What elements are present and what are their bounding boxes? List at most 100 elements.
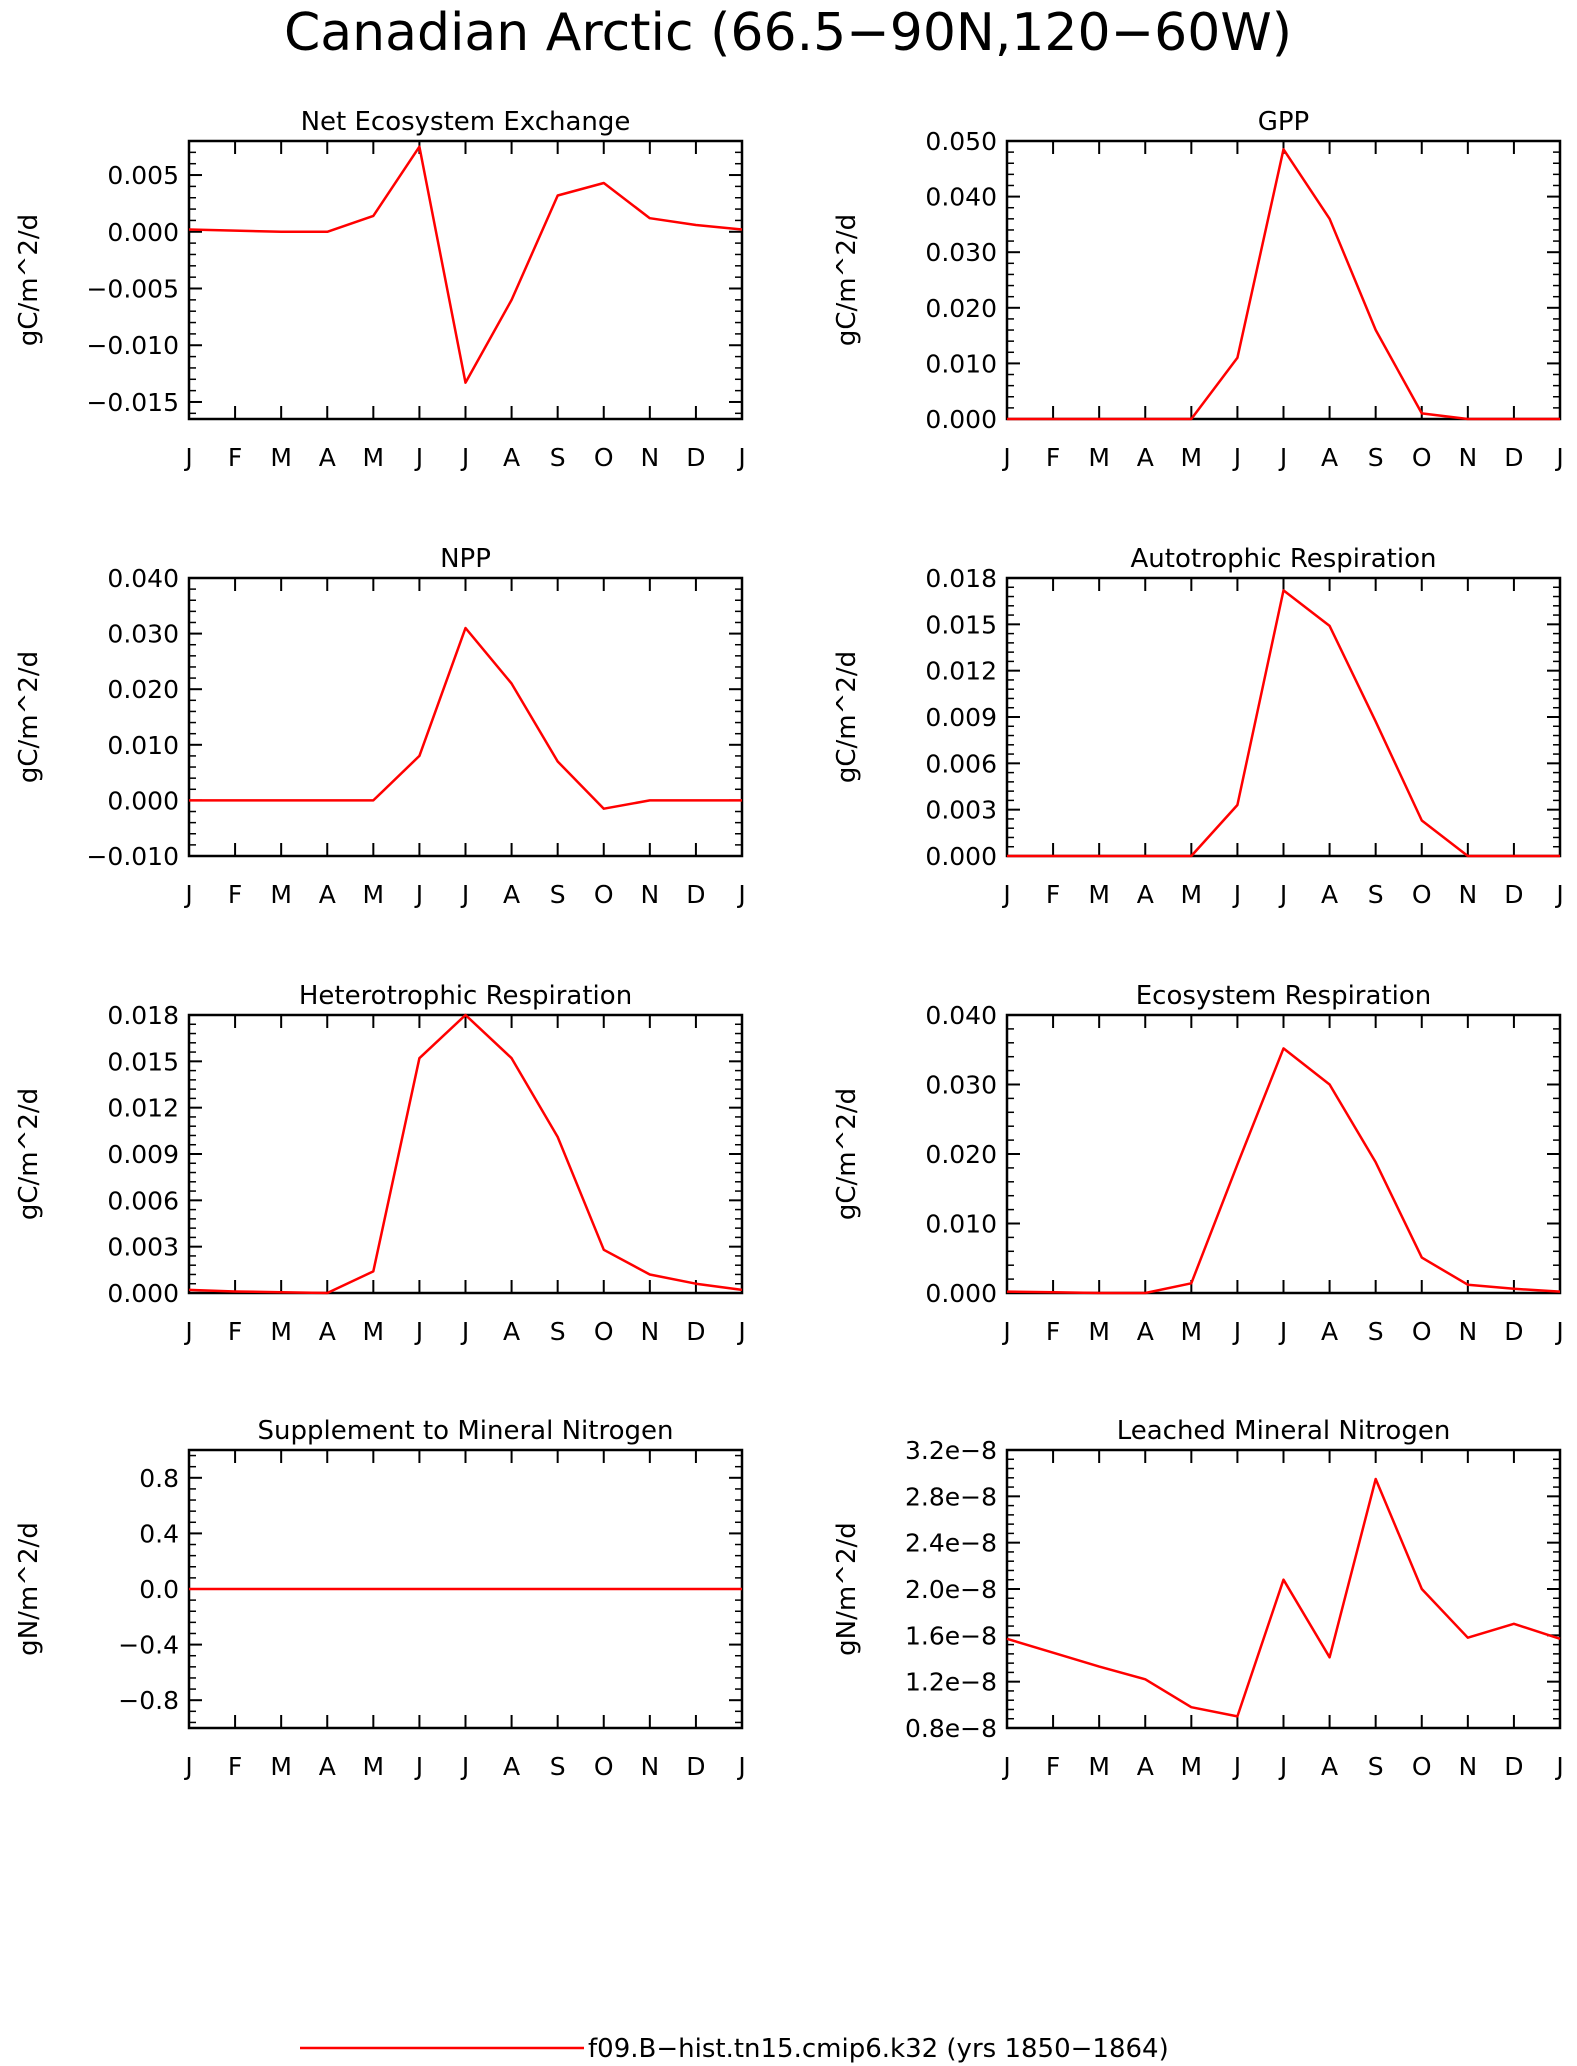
x-tick-label: J <box>414 443 423 472</box>
y-tick-label: 0.010 <box>925 1210 997 1239</box>
x-tick-label: A <box>1137 1317 1154 1346</box>
plot-frame <box>1005 1448 1562 1730</box>
series-line <box>1006 1477 1561 1718</box>
x-tick-label: D <box>1504 443 1523 472</box>
x-tick-label: A <box>1321 880 1338 909</box>
y-tick-label: 0.018 <box>925 564 997 593</box>
x-tick-label: A <box>1137 443 1154 472</box>
y-axis-label: gN/m^2/d <box>832 1522 862 1656</box>
y-axis-label: gC/m^2/d <box>832 214 862 346</box>
y-tick-label: 0.000 <box>925 842 997 871</box>
x-tick-label: J <box>1554 880 1563 909</box>
x-tick-label: M <box>1181 443 1203 472</box>
y-tick-label: 0.012 <box>107 1094 179 1123</box>
x-tick-label: J <box>183 880 192 909</box>
chart-panel: Supplement to Mineral Nitrogen gN/m^2/d J F… <box>14 1416 746 1781</box>
series-line <box>1006 1047 1561 1295</box>
x-tick-label: A <box>1321 443 1338 472</box>
x-tick-label: J <box>1554 443 1563 472</box>
x-tick-label: J <box>460 1752 469 1781</box>
x-tick-label: M <box>1088 1317 1110 1346</box>
x-tick-label: J <box>460 880 469 909</box>
x-tick-label: J <box>1232 1752 1241 1781</box>
plot-frame <box>187 576 744 858</box>
x-tick-label: J <box>1278 880 1287 909</box>
x-tick-label: F <box>1046 443 1060 472</box>
y-axis-label: gC/m^2/d <box>14 1088 44 1220</box>
plot-frame <box>1005 1013 1562 1295</box>
y-tick-label: 0.000 <box>107 786 179 815</box>
x-tick-label: J <box>1001 1317 1010 1346</box>
x-tick-label: D <box>686 1752 705 1781</box>
series-line <box>1007 589 1560 858</box>
y-tick-label: 0.010 <box>925 349 997 378</box>
x-tick-label: J <box>1232 443 1241 472</box>
x-tick-label: J <box>1554 1752 1563 1781</box>
y-tick-label: 0.000 <box>107 1279 179 1308</box>
plot-frame <box>1005 576 1562 858</box>
y-tick-label: −0.015 <box>86 388 179 417</box>
x-tick-label: A <box>319 443 336 472</box>
x-tick-label: S <box>1368 443 1384 472</box>
x-tick-label: N <box>1458 443 1477 472</box>
x-tick-label: S <box>550 1752 566 1781</box>
x-tick-label: F <box>1046 1317 1060 1346</box>
x-tick-label: A <box>1321 1752 1338 1781</box>
y-tick-label: 0.009 <box>925 703 997 732</box>
y-tick-label: 2.0e−8 <box>905 1575 997 1604</box>
x-tick-label: S <box>550 1317 566 1346</box>
x-tick-label: N <box>640 443 659 472</box>
panel-title: NPP <box>440 544 491 574</box>
x-tick-label: J <box>736 880 745 909</box>
y-tick-label: 1.2e−8 <box>905 1668 997 1697</box>
panel-title: Autotrophic Respiration <box>1131 544 1437 574</box>
series-line <box>188 145 743 384</box>
x-tick-label: A <box>503 1317 520 1346</box>
x-tick-label: A <box>503 880 520 909</box>
x-tick-label: D <box>686 443 705 472</box>
x-tick-label: S <box>550 443 566 472</box>
x-tick-label: O <box>1412 880 1432 909</box>
x-tick-label: F <box>228 1317 242 1346</box>
plot-frame <box>1005 139 1562 421</box>
x-tick-label: A <box>319 1752 336 1781</box>
x-tick-label: J <box>183 443 192 472</box>
y-tick-label: 0.015 <box>107 1047 179 1076</box>
x-tick-label: F <box>228 880 242 909</box>
x-tick-label: J <box>414 1317 423 1346</box>
x-tick-label: M <box>270 880 292 909</box>
x-tick-label: J <box>1278 1752 1287 1781</box>
x-tick-label: O <box>1412 1317 1432 1346</box>
x-tick-label: O <box>594 1317 614 1346</box>
x-tick-label: F <box>1046 1752 1060 1781</box>
y-tick-label: 0.030 <box>925 1071 997 1100</box>
x-tick-label: J <box>736 1317 745 1346</box>
x-tick-label: M <box>270 1752 292 1781</box>
y-tick-label: 0.020 <box>107 675 179 704</box>
figure-title: Canadian Arctic (66.5−90N,120−60W) <box>284 3 1292 63</box>
y-axis-label: gN/m^2/d <box>14 1522 44 1656</box>
x-tick-label: S <box>1368 880 1384 909</box>
panel-title: Heterotrophic Respiration <box>299 981 632 1011</box>
x-tick-label: N <box>1458 1317 1477 1346</box>
x-tick-label: J <box>1232 880 1241 909</box>
x-tick-label: D <box>686 880 705 909</box>
x-tick-label: O <box>594 1752 614 1781</box>
y-tick-label: −0.4 <box>118 1631 179 1660</box>
series-line <box>189 626 742 810</box>
y-tick-label: 0.015 <box>925 610 997 639</box>
x-tick-label: M <box>1181 880 1203 909</box>
x-tick-label: M <box>363 1317 385 1346</box>
x-tick-label: M <box>1088 1752 1110 1781</box>
y-tick-label: 0.050 <box>925 127 997 156</box>
x-tick-label: J <box>1278 1317 1287 1346</box>
x-tick-label: M <box>1088 880 1110 909</box>
y-tick-label: 0.8e−8 <box>905 1714 997 1743</box>
y-tick-label: 0.040 <box>925 183 997 212</box>
x-tick-label: M <box>363 880 385 909</box>
y-tick-label: 2.8e−8 <box>905 1482 997 1511</box>
